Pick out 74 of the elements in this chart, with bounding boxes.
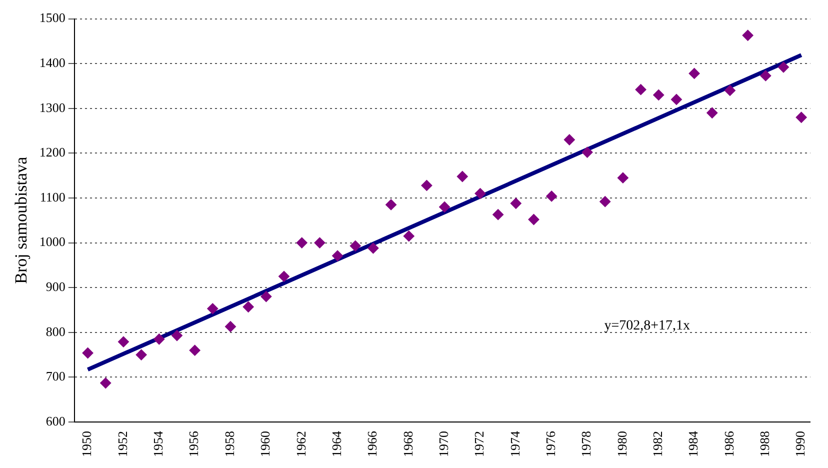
y-tick-label: 600	[46, 413, 66, 428]
point	[260, 291, 272, 302]
point	[582, 146, 593, 158]
point	[368, 242, 379, 254]
point	[154, 334, 165, 345]
point	[207, 303, 218, 314]
point	[82, 348, 94, 359]
point	[224, 321, 236, 332]
x-tick-label: 1960	[258, 431, 273, 457]
x-tick-label: 1968	[400, 431, 416, 457]
x-tick-label: 1954	[150, 430, 166, 457]
x-tick-label: 1970	[436, 431, 451, 457]
point	[653, 89, 664, 100]
x-tick-label: 1990	[792, 431, 808, 457]
annotation: y=702,8+17,1x	[604, 318, 690, 334]
point	[118, 336, 129, 348]
x-tick-label: 1956	[186, 430, 202, 457]
point	[474, 188, 486, 200]
y-tick-label: 1000	[39, 234, 66, 250]
point	[242, 301, 254, 312]
point	[456, 170, 468, 182]
y-tick-label: 1500	[39, 10, 66, 26]
point	[796, 112, 807, 123]
point	[439, 201, 450, 212]
x-tick-label: 1972	[472, 431, 487, 457]
point	[421, 180, 432, 191]
point	[742, 30, 754, 41]
point	[564, 134, 575, 146]
y-tick-label: 1300	[39, 100, 66, 115]
point	[778, 62, 789, 73]
point	[296, 237, 308, 248]
point	[100, 378, 112, 389]
point	[278, 270, 290, 282]
x-tick-label: 1952	[114, 431, 130, 457]
x-tick-label: 1964	[328, 430, 344, 457]
y-tick-label: 900	[46, 279, 66, 294]
point	[546, 190, 558, 202]
point	[332, 250, 344, 262]
point	[670, 94, 682, 105]
x-tick-label: 1978	[578, 431, 594, 457]
x-tick-label: 1966	[364, 430, 380, 457]
x-tick-label: 1958	[222, 431, 237, 457]
point	[600, 196, 611, 208]
point	[314, 237, 326, 248]
x-tick-label: 1982	[650, 431, 666, 457]
point	[350, 240, 361, 252]
point	[386, 199, 397, 210]
point	[688, 68, 700, 79]
point	[189, 344, 200, 356]
y-tick-label: 800	[46, 324, 66, 339]
y-tick-label: 1200	[39, 144, 66, 160]
x-tick-label: 1980	[614, 431, 630, 457]
x-tick-label: 1950	[79, 431, 94, 457]
x-tick-label: 1962	[293, 431, 308, 457]
point	[171, 330, 182, 342]
x-tick-label: 1988	[757, 431, 772, 457]
point	[492, 209, 504, 220]
point	[617, 172, 628, 184]
point	[635, 84, 646, 96]
x-tick-label: 1976	[543, 430, 558, 457]
y-axis-title: Broj samoubistava	[12, 156, 31, 284]
point	[403, 230, 414, 242]
x-tick-label: 1984	[686, 430, 701, 457]
y-tick-label: 700	[46, 368, 66, 384]
point	[724, 84, 736, 96]
y-tick-label: 1400	[39, 55, 66, 70]
point	[528, 214, 540, 226]
y-tick-label: 1100	[40, 189, 66, 204]
point	[760, 70, 772, 82]
x-tick-label: 1974	[507, 430, 522, 457]
x-tick-label: 1986	[721, 430, 736, 457]
point	[510, 198, 522, 209]
point	[706, 107, 718, 118]
point	[136, 349, 147, 360]
